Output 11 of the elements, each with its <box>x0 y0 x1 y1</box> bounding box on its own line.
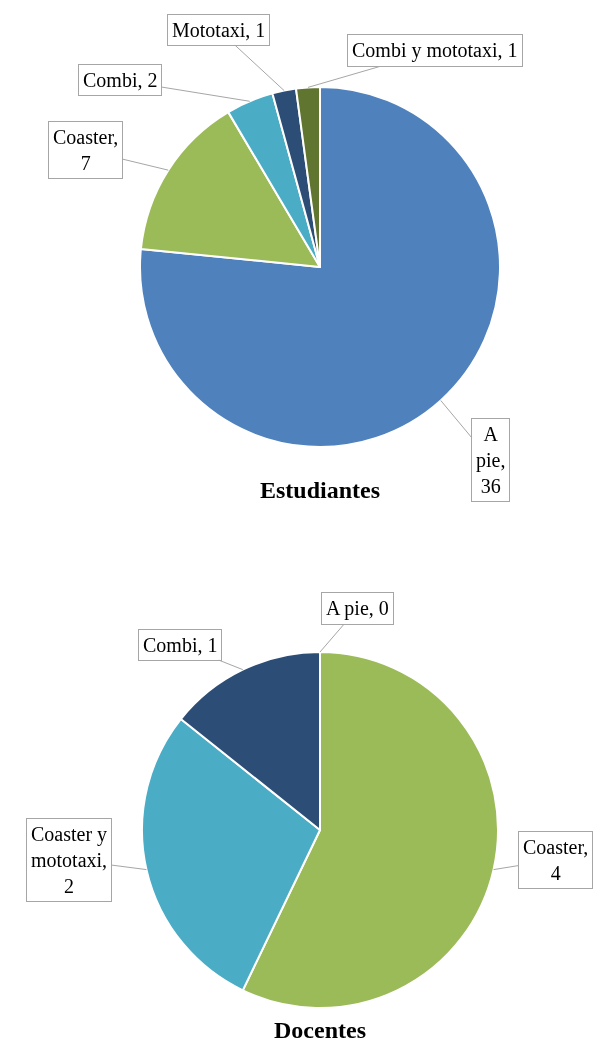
data-label: Combi, 1 <box>143 634 218 656</box>
data-label: Coaster, 7 <box>53 126 119 174</box>
text: Docentes <box>274 1017 366 1043</box>
data-label: Coaster, 4 <box>523 836 589 884</box>
data-label: Combi y mototaxi, 1 <box>352 39 518 62</box>
text: Estudiantes <box>260 477 381 503</box>
data-label: Mototaxi, 1 <box>172 19 266 41</box>
data-label: Coaster y mototaxi, 2 <box>31 823 108 897</box>
data-label: A pie, 36 <box>476 423 506 497</box>
data-label: Combi, 2 <box>83 69 158 91</box>
text: A pie, 0 <box>326 597 389 619</box>
